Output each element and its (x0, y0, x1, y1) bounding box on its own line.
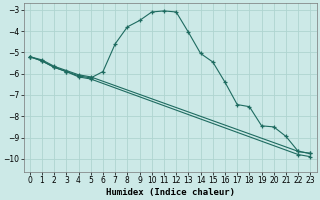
X-axis label: Humidex (Indice chaleur): Humidex (Indice chaleur) (106, 188, 235, 197)
